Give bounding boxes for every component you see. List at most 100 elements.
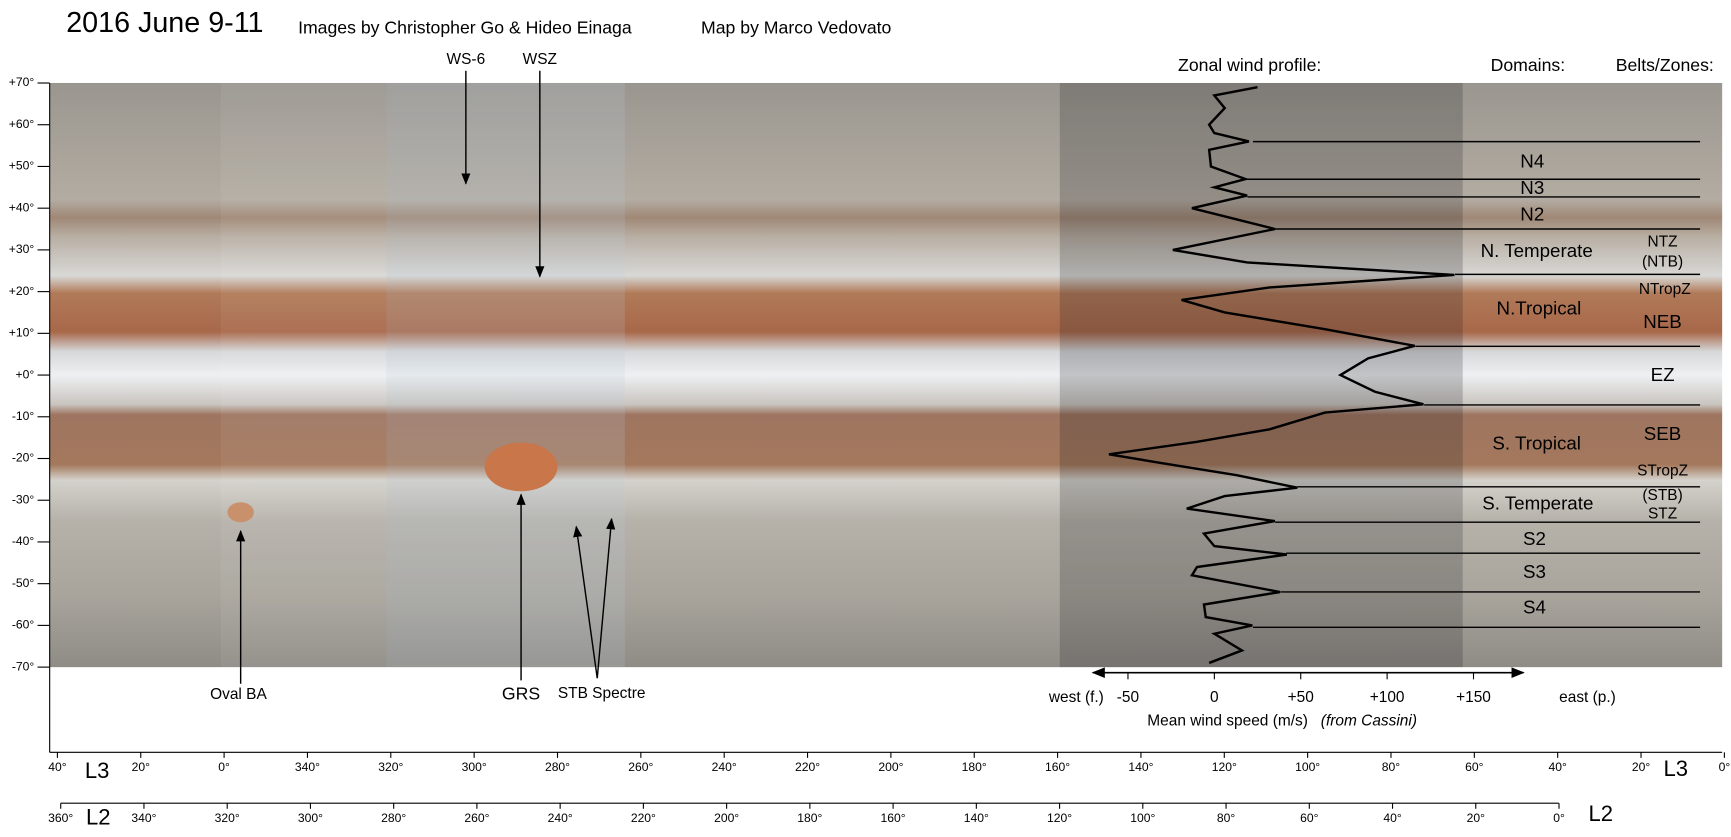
l2-label: 300° xyxy=(298,811,323,825)
l3-label: 40° xyxy=(1549,760,1567,774)
axis-name: L2 xyxy=(86,805,111,830)
annotation: GRS xyxy=(502,683,540,703)
wind-tick-label: -50 xyxy=(1117,689,1139,706)
l2-label: 220° xyxy=(631,811,656,825)
l2-label: 320° xyxy=(215,811,240,825)
domain-label: N2 xyxy=(1520,204,1544,225)
l2-label: 200° xyxy=(714,811,739,825)
l3-label: 240° xyxy=(712,760,737,774)
belt-zone-label: NTropZ xyxy=(1639,281,1691,298)
l2-label: 140° xyxy=(964,811,989,825)
column-header: Zonal wind profile: xyxy=(1178,55,1321,75)
lat-tick-label: -40° xyxy=(12,534,35,548)
lat-tick-label: +50° xyxy=(9,159,35,173)
lat-tick-label: -10° xyxy=(12,409,35,423)
annotation: WSZ xyxy=(523,51,557,68)
l3-label: 120° xyxy=(1212,760,1237,774)
l3-label: 340° xyxy=(295,760,320,774)
axis-title: Mean wind speed (m/s) xyxy=(1147,712,1308,729)
l3-label: 200° xyxy=(878,760,903,774)
domain-label: N4 xyxy=(1520,151,1544,172)
domain-label: S. Tropical xyxy=(1492,433,1581,454)
wind-profile xyxy=(1108,85,1455,665)
l3-label: 60° xyxy=(1465,760,1483,774)
l3-label: 260° xyxy=(628,760,653,774)
domain-label: S4 xyxy=(1523,596,1546,617)
lat-tick-label: +40° xyxy=(9,200,35,214)
l3-label: 220° xyxy=(795,760,820,774)
l3-label: 180° xyxy=(962,760,987,774)
domain-label: S3 xyxy=(1523,561,1546,582)
l2-label: 60° xyxy=(1300,811,1318,825)
l3-label: 0° xyxy=(218,760,230,774)
l2-label: 120° xyxy=(1047,811,1072,825)
l2-label: 360° xyxy=(48,811,73,825)
axis-label: east (p.) xyxy=(1559,689,1616,706)
l3-label: 160° xyxy=(1045,760,1070,774)
belt-zone-label: NEB xyxy=(1643,311,1682,332)
wind-tick-label: +150 xyxy=(1456,689,1491,706)
l2-label: 40° xyxy=(1383,811,1401,825)
domain-label: N.Tropical xyxy=(1497,298,1582,319)
title: 2016 June 9-11 xyxy=(66,7,263,39)
l3-label: 20° xyxy=(132,760,150,774)
lat-tick-label: -70° xyxy=(12,659,35,673)
lat-tick-label: -60° xyxy=(12,618,35,632)
belt-zone-label: NTZ xyxy=(1648,233,1678,250)
lat-tick-label: +10° xyxy=(9,326,35,340)
l3-label: 80° xyxy=(1382,760,1400,774)
l3-label: 40° xyxy=(48,760,66,774)
credit: Images by Christopher Go & Hideo Einaga xyxy=(298,17,632,37)
l2-label: 340° xyxy=(131,811,156,825)
planet-map xyxy=(49,82,1723,668)
lat-tick-label: -20° xyxy=(12,451,35,465)
l2-label: 180° xyxy=(797,811,822,825)
l2-label: 160° xyxy=(881,811,906,825)
l2-label: 280° xyxy=(381,811,406,825)
l3-label: 280° xyxy=(545,760,570,774)
belt-zone-label: SEB xyxy=(1644,423,1682,444)
domain-label: N. Temperate xyxy=(1481,240,1593,261)
lat-tick-label: -30° xyxy=(12,492,35,506)
domain-label: S2 xyxy=(1523,528,1546,549)
axis-name: L2 xyxy=(1588,801,1613,826)
axis-name: L3 xyxy=(85,758,110,783)
lat-tick-label: +20° xyxy=(9,284,35,298)
lat-tick-label: +0° xyxy=(16,367,35,381)
l3-label: 100° xyxy=(1295,760,1320,774)
wind-tick-label: +50 xyxy=(1288,689,1314,706)
credit: Map by Marco Vedovato xyxy=(701,17,892,37)
domain-label: S. Temperate xyxy=(1482,492,1593,513)
l2-label: 100° xyxy=(1130,811,1155,825)
axis-label: west (f.) xyxy=(1048,689,1104,706)
lat-tick-label: +70° xyxy=(9,75,35,89)
l3-label: 0° xyxy=(1719,760,1731,774)
axis-name: L3 xyxy=(1664,756,1689,781)
column-header: Domains: xyxy=(1491,55,1566,75)
domain-boundaries xyxy=(1245,140,1701,629)
column-header: Belts/Zones: xyxy=(1616,55,1714,75)
annotation: STB Spectre xyxy=(558,685,646,702)
arrows xyxy=(236,70,616,684)
l3-label: 140° xyxy=(1128,760,1153,774)
l2-label: 260° xyxy=(464,811,489,825)
l3-label: 300° xyxy=(462,760,487,774)
wind-tick-label: 0 xyxy=(1210,689,1219,706)
lat-tick-label: -50° xyxy=(12,576,35,590)
l2-label: 0° xyxy=(1553,811,1565,825)
l3-label: 20° xyxy=(1632,760,1650,774)
belt-zone-label: STropZ xyxy=(1637,462,1688,479)
belt-zone-label: (NTB) xyxy=(1642,253,1683,270)
lat-tick-label: +30° xyxy=(9,242,35,256)
annotation: WS-6 xyxy=(447,51,486,68)
belt-zone-label: STZ xyxy=(1648,506,1677,523)
domain-label: N3 xyxy=(1520,177,1544,198)
belt-zone-label: (STB) xyxy=(1642,487,1682,504)
axis-note: (from Cassini) xyxy=(1321,712,1417,729)
l2-label: 80° xyxy=(1217,811,1235,825)
annotation: Oval BA xyxy=(210,686,267,703)
l2-label: 240° xyxy=(548,811,573,825)
l2-label: 20° xyxy=(1467,811,1485,825)
l3-label: 320° xyxy=(378,760,403,774)
